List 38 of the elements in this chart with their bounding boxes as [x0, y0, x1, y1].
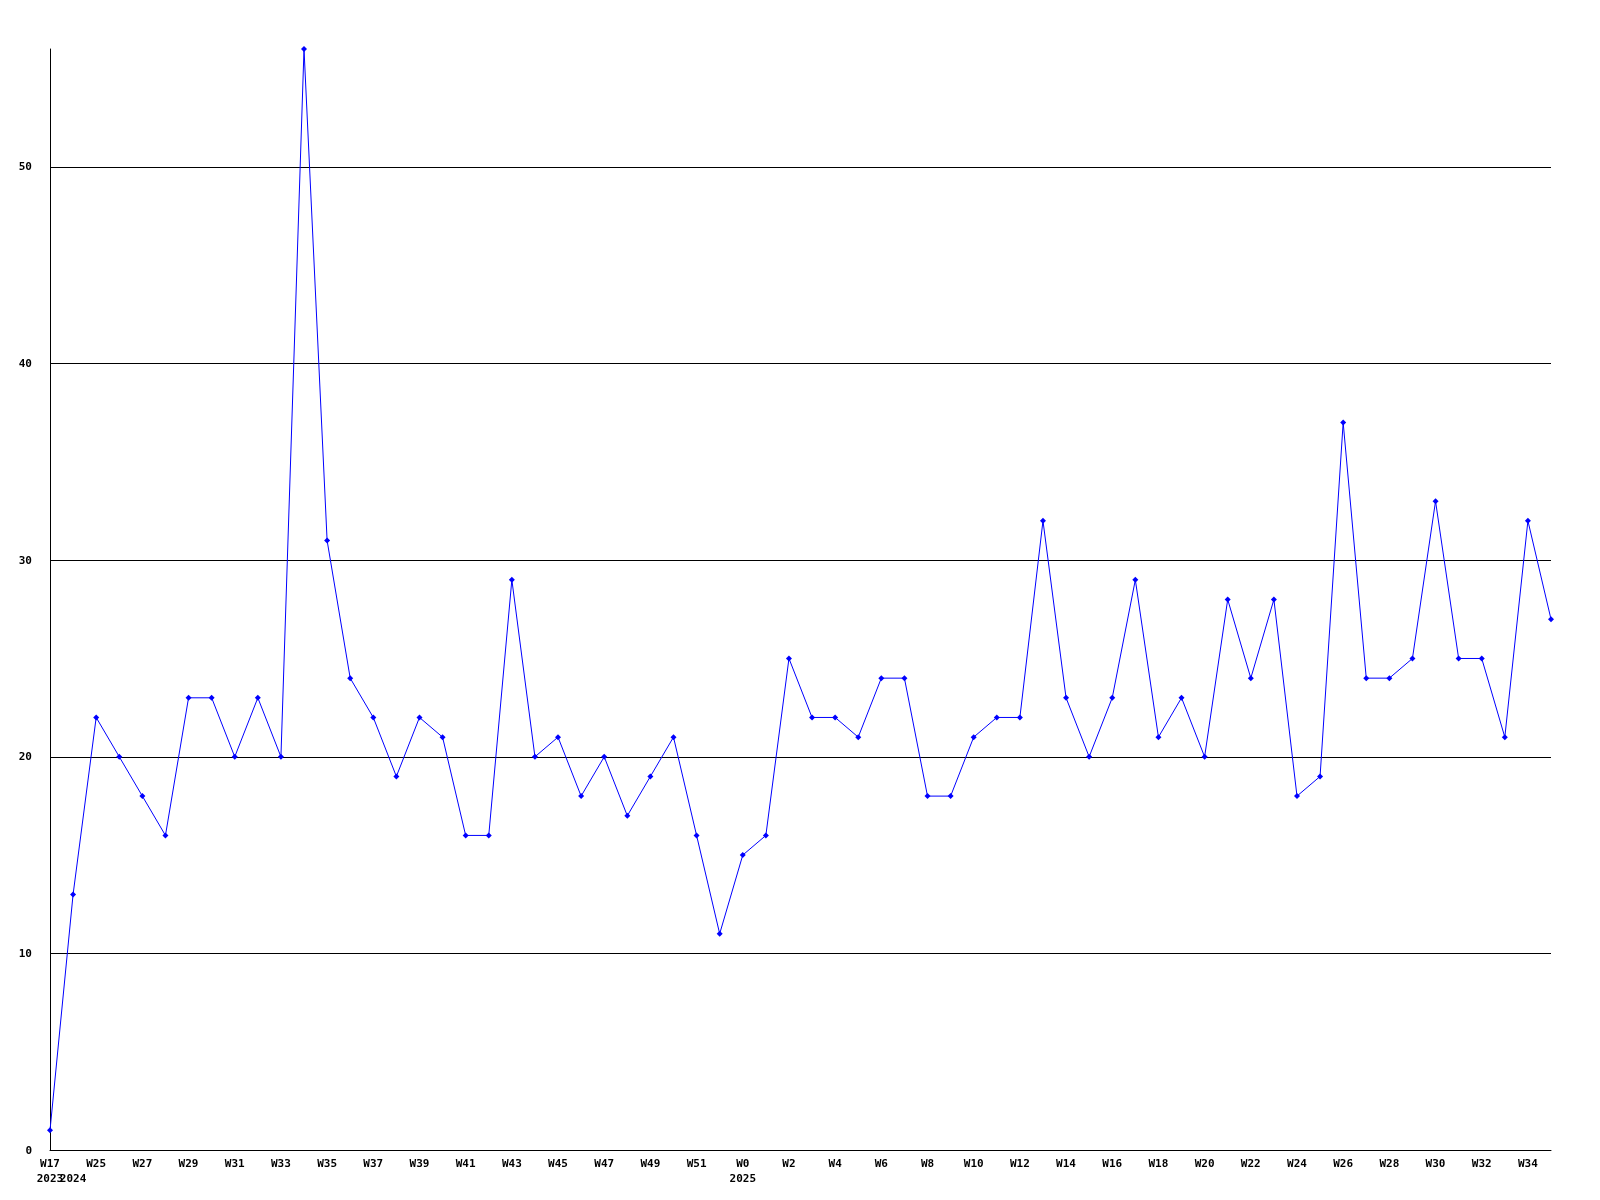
x-tick-label: W31	[224, 1157, 246, 1170]
y-tick-label: 30	[18, 553, 32, 567]
y-tick-label: 0	[25, 1143, 32, 1157]
x-tick-label: W43	[501, 1157, 522, 1170]
x-tick-label: W26	[1333, 1157, 1354, 1170]
x-tick-label: W30	[1425, 1157, 1446, 1170]
x-tick-label: W0 2025	[729, 1157, 757, 1185]
x-tick-label: W24	[1287, 1157, 1308, 1170]
x-tick-label: W2	[782, 1157, 796, 1170]
x-tick-label: W51	[686, 1157, 707, 1170]
x-tick-label: W29	[178, 1157, 199, 1170]
x-tick-label: W34	[1517, 1157, 1539, 1170]
y-tick-label: 20	[18, 750, 32, 764]
x-tick-label: W22	[1240, 1157, 1261, 1170]
y-tick-label: 40	[18, 357, 32, 371]
x-tick-label: W47	[594, 1157, 615, 1170]
x-tick-label: W8	[920, 1157, 935, 1170]
x-tick-label: W18	[1148, 1157, 1169, 1170]
x-tick-label: W25	[86, 1157, 107, 1170]
x-tick-label: W33	[270, 1157, 291, 1170]
x-tick-label: W35	[317, 1157, 338, 1170]
x-tick-label: W41	[455, 1157, 476, 1170]
x-tick-label: W20	[1194, 1157, 1215, 1170]
x-tick-label: W10	[963, 1157, 984, 1170]
x-tick-label: W39	[409, 1157, 430, 1170]
x-tick-label: W16	[1102, 1157, 1123, 1170]
x-tick-label: W49	[640, 1157, 661, 1170]
x-tick-label: W27	[132, 1157, 153, 1170]
x-tick-label: W14	[1056, 1157, 1077, 1170]
x-tick-label: W37	[363, 1157, 384, 1170]
x-tick-label: W6	[874, 1157, 889, 1170]
x-tick-label: W12	[1009, 1157, 1030, 1170]
x-tick-label: W32	[1471, 1157, 1492, 1170]
x-tick-label: W45	[548, 1157, 568, 1170]
y-tick-label: 10	[18, 946, 32, 960]
x-tick-label: W28	[1379, 1157, 1400, 1170]
x-tick-label: W4	[828, 1157, 843, 1170]
y-tick-label: 50	[18, 160, 32, 174]
